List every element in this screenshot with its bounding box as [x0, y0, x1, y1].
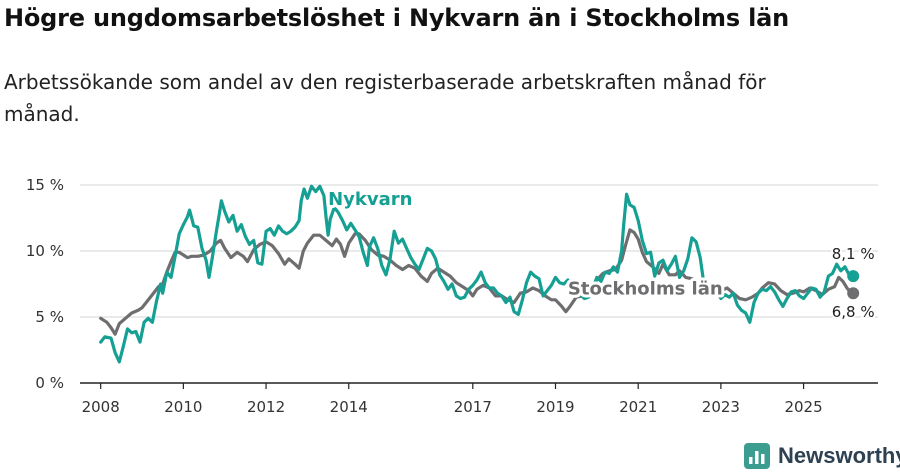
chart-subtitle: Arbetssökande som andel av den registerb… — [4, 70, 766, 126]
x-tick-label: 2017 — [454, 398, 492, 416]
y-axis-ticks: 0 % 5 % 10 % 15 % — [26, 176, 64, 392]
bar-chart-logo-icon — [744, 443, 770, 469]
end-marker-nykvarn — [847, 270, 860, 283]
brand-name: Newsworthy — [778, 443, 900, 468]
chart-title: Högre ungdomsarbetslöshet i Nykvarn än i… — [4, 4, 789, 32]
x-tick-label: 2019 — [536, 398, 574, 416]
newsworthy-brand[interactable]: Newsworthy — [744, 443, 900, 469]
series-line-nykvarn — [99, 184, 855, 364]
x-tick-label: 2025 — [784, 398, 822, 416]
series-label-nykvarn: Nykvarn — [328, 189, 412, 210]
x-tick-label: 2010 — [164, 398, 202, 416]
x-tick-label: 2012 — [247, 398, 285, 416]
gridlines — [80, 184, 878, 318]
end-value-nykvarn: 8,1 % — [832, 245, 875, 263]
series-lines — [99, 184, 855, 364]
y-tick-label: 15 % — [26, 176, 64, 194]
y-tick-label: 5 % — [35, 308, 64, 326]
end-markers: 8,1 % 6,8 % — [830, 243, 877, 323]
x-tick-label: 2008 — [82, 398, 120, 416]
x-axis-ticks: 2008 2010 2012 2014 2017 2019 2021 2023 2025 — [82, 383, 823, 416]
y-tick-label: 0 % — [35, 374, 64, 392]
y-tick-label: 10 % — [26, 242, 64, 260]
series-label-stockholms-lan: Stockholms län — [568, 279, 723, 300]
series-annotations: Nykvarn Stockholms län — [325, 186, 726, 303]
end-value-stockholms-lan: 6,8 % — [832, 303, 875, 321]
x-tick-label: 2014 — [330, 398, 368, 416]
x-tick-label: 2023 — [702, 398, 740, 416]
end-marker-stockholms-lan — [847, 287, 860, 300]
x-tick-label: 2021 — [619, 398, 657, 416]
